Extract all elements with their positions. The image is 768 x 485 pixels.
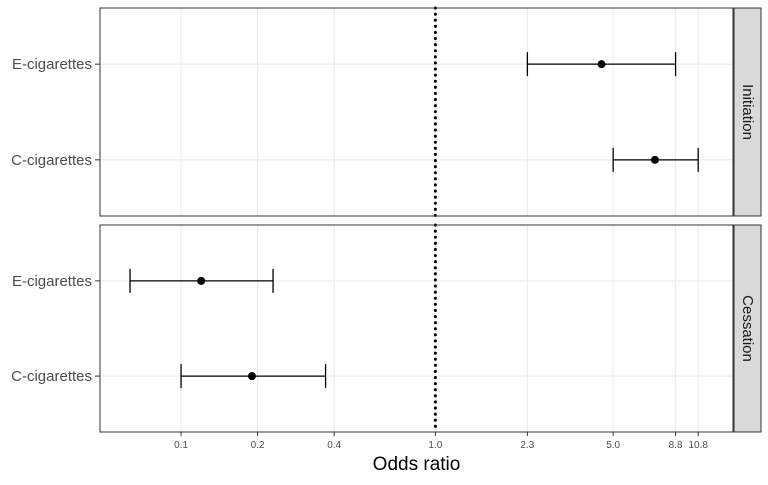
x-tick-label: 0.1 bbox=[174, 440, 188, 451]
strip-label: Cessation bbox=[739, 295, 756, 362]
x-tick-label: 2.3 bbox=[520, 440, 534, 451]
point-estimate bbox=[597, 60, 606, 69]
x-tick-label: 1.0 bbox=[428, 440, 442, 451]
panel-background bbox=[100, 8, 733, 216]
y-tick-label: E-cigarettes bbox=[12, 273, 92, 290]
x-tick-label: 8.8 bbox=[669, 440, 683, 451]
point-estimate bbox=[650, 155, 659, 164]
panel-border bbox=[99, 224, 734, 433]
point-estimate bbox=[197, 276, 206, 285]
x-tick-label: 0.2 bbox=[251, 440, 265, 451]
y-tick-label: C-cigarettes bbox=[11, 368, 92, 385]
point-estimate bbox=[247, 372, 256, 381]
y-tick-label: C-cigarettes bbox=[11, 152, 92, 169]
x-axis-title: Odds ratio bbox=[373, 454, 461, 475]
panel-background bbox=[100, 225, 733, 432]
x-tick-label: 0.4 bbox=[327, 440, 341, 451]
x-tick-label: 5.0 bbox=[606, 440, 620, 451]
strip-label: Initiation bbox=[739, 84, 756, 140]
panel-border bbox=[99, 7, 734, 217]
y-tick-label: E-cigarettes bbox=[12, 56, 92, 73]
x-tick-label: 10.8 bbox=[688, 440, 708, 451]
strip-background bbox=[733, 224, 762, 433]
strip-background bbox=[733, 7, 762, 217]
